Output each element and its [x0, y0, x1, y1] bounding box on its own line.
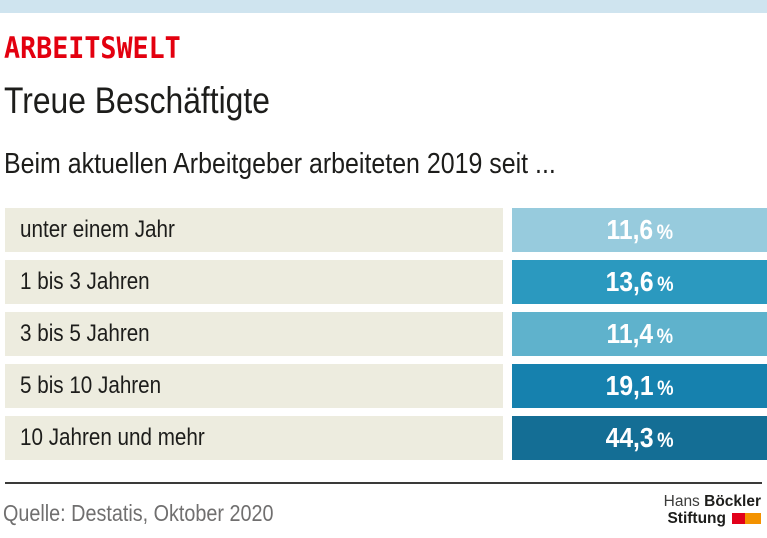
row-value-unit: %	[657, 273, 674, 296]
row-label-cell: 10 Jahren und mehr	[5, 416, 503, 460]
source-note-text: Quelle: Destatis, Oktober 2020	[3, 500, 274, 526]
logo-line2: Stiftung	[664, 510, 761, 527]
row-value: 11,6	[606, 214, 653, 245]
table-row: 5 bis 10 Jahren 19,1%	[0, 364, 767, 408]
hans-boeckler-stiftung-logo: Hans Böckler Stiftung	[664, 493, 761, 527]
logo-line1: Hans Böckler	[664, 493, 761, 510]
row-label: 3 bis 5 Jahren	[20, 320, 150, 347]
logo-hans: Hans	[663, 493, 700, 510]
page-title-text: Treue Beschäftigte	[4, 80, 270, 121]
row-label: unter einem Jahr	[20, 216, 175, 243]
row-label-cell: 3 bis 5 Jahren	[5, 312, 503, 356]
top-accent-bar	[0, 0, 767, 13]
row-value-cell: 44,3%	[512, 416, 767, 460]
row-value-unit: %	[657, 377, 674, 400]
row-value: 11,4	[606, 318, 653, 349]
row-label-cell: 1 bis 3 Jahren	[5, 260, 503, 304]
row-label: 1 bis 3 Jahren	[20, 268, 150, 295]
row-value-cell: 13,6%	[512, 260, 767, 304]
source-note: Quelle: Destatis, Oktober 2020	[3, 500, 318, 528]
row-value: 44,3	[605, 422, 654, 453]
row-label: 10 Jahren und mehr	[20, 424, 205, 451]
row-value-unit: %	[656, 221, 673, 244]
row-value: 19,1	[605, 370, 654, 401]
row-value-cell: 11,4%	[512, 312, 767, 356]
footer-divider	[5, 482, 762, 484]
logo-stiftung: Stiftung	[667, 510, 726, 527]
row-value-unit: %	[656, 325, 673, 348]
row-value-cell: 19,1%	[512, 364, 767, 408]
table-row: 3 bis 5 Jahren 11,4%	[0, 312, 767, 356]
logo-color-mark-icon	[732, 513, 761, 524]
table-row: unter einem Jahr 11,6%	[0, 208, 767, 252]
category-kicker: ARBEITSWELT	[4, 31, 181, 65]
row-value-cell: 11,6%	[512, 208, 767, 252]
table-row: 1 bis 3 Jahren 13,6%	[0, 260, 767, 304]
logo-boeckler: Böckler	[704, 493, 761, 510]
subtitle-text: Beim aktuellen Arbeitgeber arbeiteten 20…	[4, 148, 556, 180]
row-value: 13,6	[605, 266, 654, 297]
row-label-cell: 5 bis 10 Jahren	[5, 364, 503, 408]
page-title: Treue Beschäftigte	[4, 80, 313, 121]
row-label-cell: unter einem Jahr	[5, 208, 503, 252]
row-label: 5 bis 10 Jahren	[20, 372, 162, 399]
subtitle: Beim aktuellen Arbeitgeber arbeiteten 20…	[4, 148, 646, 181]
row-value-unit: %	[657, 429, 674, 452]
logo-orange-block	[745, 513, 761, 524]
logo-red-block	[732, 513, 745, 524]
table-row: 10 Jahren und mehr 44,3%	[0, 416, 767, 460]
